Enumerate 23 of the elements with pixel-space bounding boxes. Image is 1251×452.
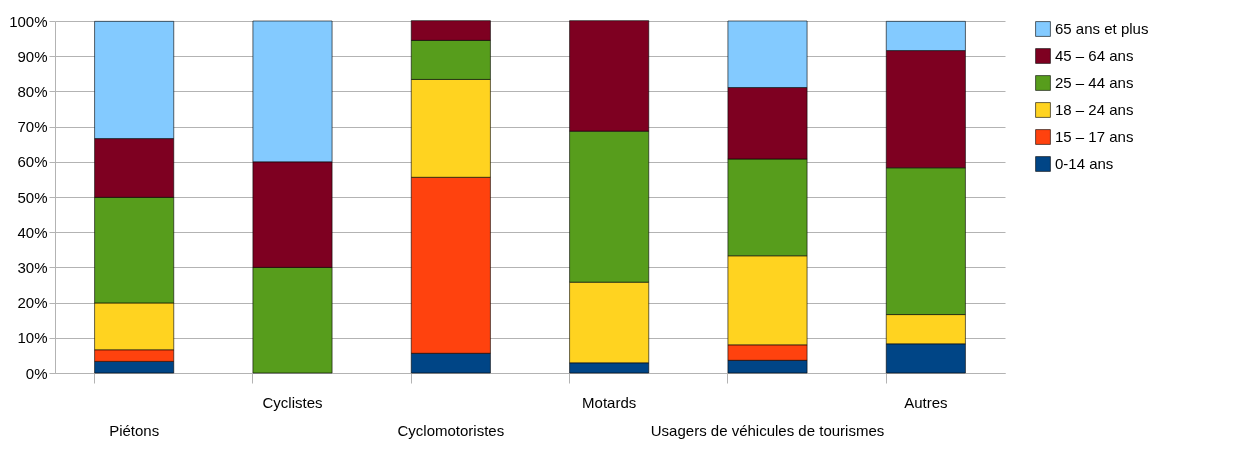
y-tick-label: 10% [17, 329, 48, 347]
y-tick-label: 70% [17, 118, 48, 136]
y-tick-label: 40% [17, 223, 48, 241]
y-tick-label: 30% [17, 258, 48, 276]
x-tick-label: Piétons [109, 421, 160, 439]
x-tick-label: Autres [904, 393, 948, 411]
y-tick-label: 60% [17, 153, 48, 171]
legend-label: 45 – 64 ans [1055, 47, 1134, 64]
y-tick-label: 90% [17, 47, 48, 65]
x-tick-label: Cyclistes [262, 393, 323, 411]
x-tick-label: Cyclomotoristes [397, 421, 505, 439]
y-tick-label: 80% [17, 82, 48, 100]
x-tick-label: Motards [582, 393, 637, 411]
y-tick-label: 20% [17, 294, 48, 312]
x-tick-label: Usagers de véhicules de tourismes [650, 421, 885, 439]
y-tick-label: 0% [25, 364, 48, 382]
legend-label: 25 – 44 ans [1055, 74, 1134, 91]
y-tick-label: 100% [9, 12, 48, 30]
y-tick-label: 50% [17, 188, 48, 206]
legend-label: 15 – 17 ans [1055, 128, 1134, 145]
legend-label: 0-14 ans [1055, 155, 1114, 172]
legend-label: 65 ans et plus [1055, 20, 1149, 37]
legend-label: 18 – 24 ans [1055, 101, 1134, 118]
